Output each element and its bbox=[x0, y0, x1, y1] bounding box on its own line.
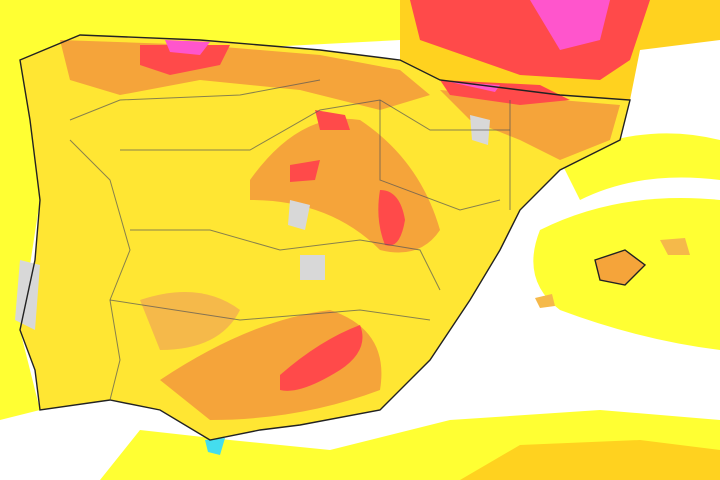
low-area bbox=[300, 255, 325, 280]
coastline bbox=[19, 34, 631, 441]
region-border bbox=[109, 299, 431, 321]
atlantic-west bbox=[0, 60, 40, 420]
rioja-hot bbox=[315, 110, 350, 130]
mallorca-coast bbox=[594, 249, 647, 286]
low-area bbox=[288, 200, 310, 230]
france-extreme bbox=[530, 0, 610, 50]
ibiza bbox=[535, 294, 555, 308]
portugal-border bbox=[69, 139, 131, 401]
region-border bbox=[379, 100, 501, 211]
cool-area bbox=[205, 438, 225, 455]
region-border bbox=[120, 99, 510, 151]
region-border bbox=[130, 229, 441, 291]
menorca bbox=[660, 238, 690, 255]
africa-warm bbox=[460, 440, 720, 480]
pyrenees-extreme bbox=[450, 82, 500, 92]
pyrenees-warm bbox=[440, 90, 620, 160]
madrid-north-hot bbox=[290, 160, 320, 182]
iberian-hot bbox=[378, 190, 405, 246]
mallorca bbox=[595, 250, 645, 285]
south-warm bbox=[160, 310, 382, 420]
region-border bbox=[69, 79, 321, 121]
cantabria-extreme bbox=[165, 40, 210, 55]
granada-hot bbox=[280, 325, 363, 391]
southwest-warm bbox=[140, 292, 240, 350]
cantabria-hot bbox=[140, 45, 230, 75]
